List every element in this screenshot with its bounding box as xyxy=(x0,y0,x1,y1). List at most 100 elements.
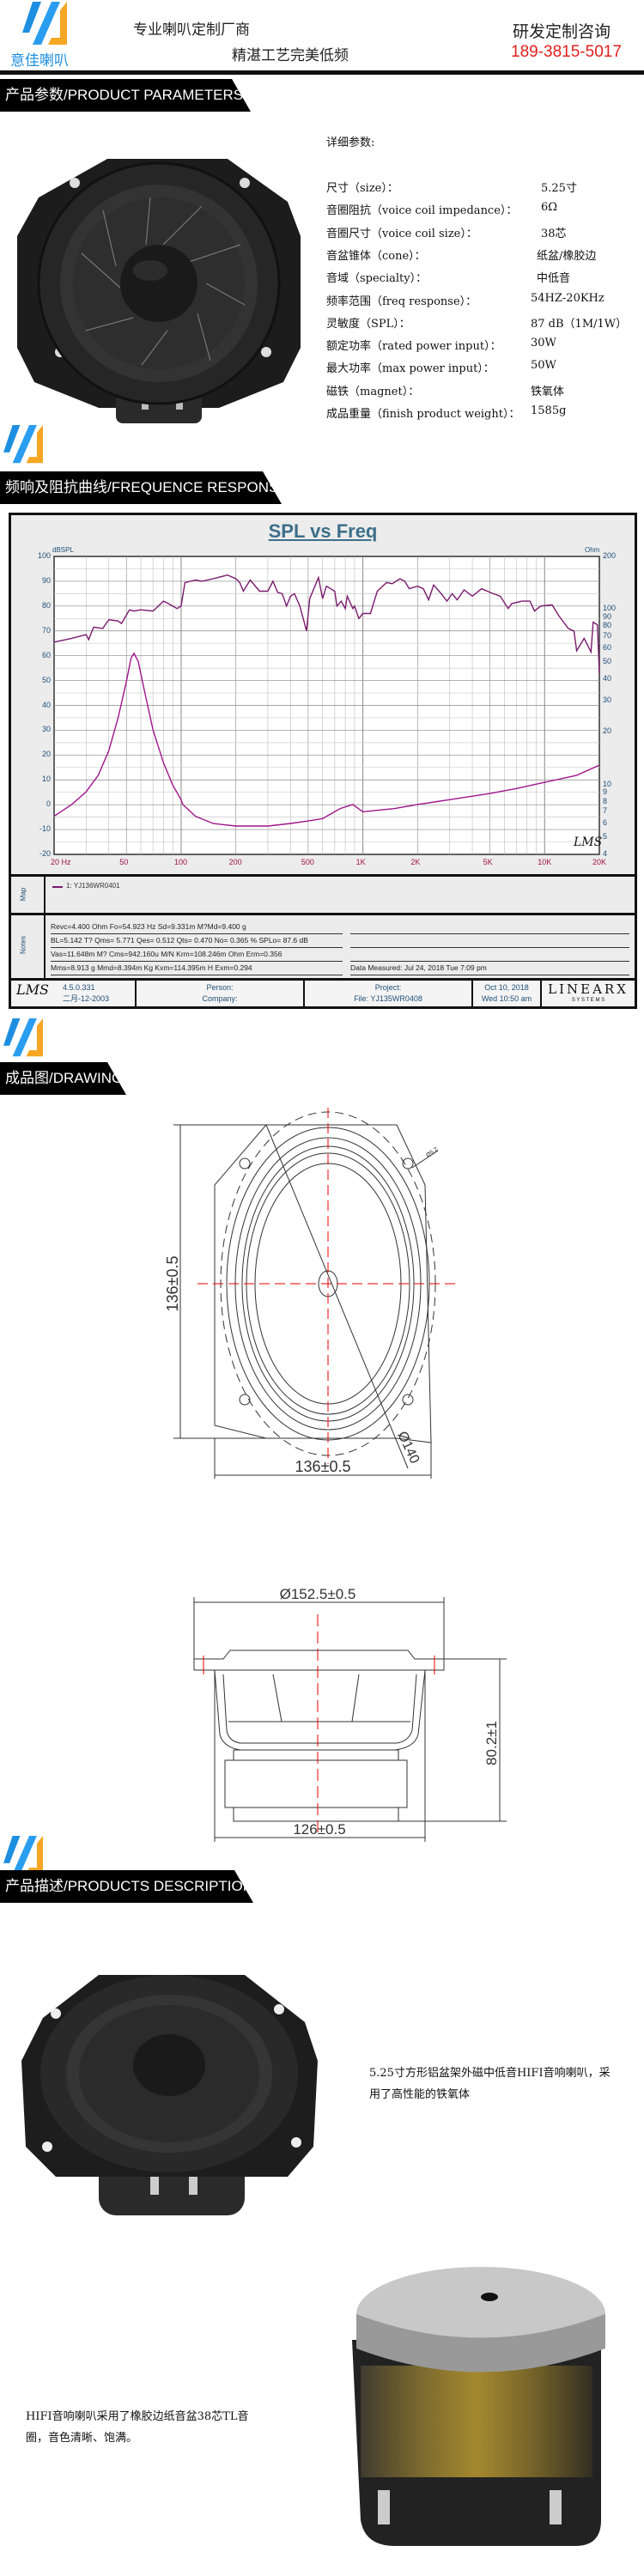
chart-title: SPL vs Freq xyxy=(268,520,378,542)
section-drawing: 成品图/DRAWING xyxy=(0,1062,126,1095)
front-height-dimension: 136±0.5 xyxy=(164,1256,181,1312)
project: Project: xyxy=(374,983,402,992)
y-tick-label: 10 xyxy=(41,775,51,784)
param-label: 灵敏度（SPL）： xyxy=(326,317,410,331)
phone-number[interactable]: 189-3815-5017 xyxy=(511,43,622,61)
y-tick-label: 90 xyxy=(41,575,51,585)
map-label: Map xyxy=(19,887,27,902)
y-tick-label: 60 xyxy=(41,650,51,659)
param-value: 50W xyxy=(531,359,556,373)
notes-panel: Notes Revc=4.400 Ohm Fo=54.923 Hz Sd=9.3… xyxy=(11,915,635,981)
note-blank xyxy=(350,934,629,948)
side-base-dimension: 126±0.5 xyxy=(293,1821,345,1838)
y-right-tick-label: 70 xyxy=(603,631,612,641)
brand: LINEARX xyxy=(548,981,629,997)
param-label: 磁铁（magnet）： xyxy=(326,385,420,398)
spl-chart: SPL vs Freq dBSPL Ohm LMS 20 Hz 50 100 200 5… xyxy=(9,513,637,1009)
description-text-1: 5.25寸方形铝盆架外磁中低音HIFI音响喇叭，采 用了高性能的铁氧体 xyxy=(369,2063,640,2105)
front-drawing: 136±0.5 136±0.5 Ø140 Ø5.2 xyxy=(164,1108,455,1479)
y-right-tick-label: 8 xyxy=(603,796,608,805)
notes-label: Notes xyxy=(19,936,27,954)
description-line: 圈，音色清晰、饱满。 xyxy=(26,2432,138,2445)
contact-title: 研发定制咨询 xyxy=(513,22,611,41)
params-heading: 详细参数: xyxy=(326,137,375,149)
side-drawing: Ø152.5±0.5 80.2±1 126±0.5 xyxy=(193,1586,507,1842)
x-tick-label: 500 xyxy=(301,858,314,866)
file: File: YJ135WR0408 xyxy=(354,994,422,1003)
param-label: 频率范围（freq response）： xyxy=(326,295,477,308)
logo-mark-icon xyxy=(3,425,43,464)
product-photo-side xyxy=(343,2263,610,2555)
legend-entry: 1: YJ136WR0401 xyxy=(66,882,120,890)
slogan-1: 专业喇叭定制厂商 xyxy=(133,21,250,39)
lms-watermark: LMS xyxy=(573,835,602,849)
diameter-dimension: Ø140 xyxy=(394,1430,422,1467)
notes-divider xyxy=(44,915,46,978)
y-right-tick-label: 10 xyxy=(603,779,612,788)
y-tick-label: 70 xyxy=(41,625,51,635)
date: Oct 10, 2018 xyxy=(484,983,529,992)
product-photo-angled xyxy=(21,1975,322,2220)
footer-person: Person: Company: xyxy=(137,981,305,1006)
legend-swatch xyxy=(52,886,63,888)
note-line: Mms=8.913 g Mmd=8.394m Kg Kxm=114.395m H… xyxy=(51,962,343,975)
map-panel: Map 1: YJ136WR0401 xyxy=(11,874,635,915)
plot-area: LMS xyxy=(53,556,602,855)
front-width-dimension: 136±0.5 xyxy=(295,1458,351,1475)
note-blank xyxy=(350,948,629,962)
y-tick-label: 50 xyxy=(41,675,51,684)
y-right-tick-label: 80 xyxy=(603,621,612,630)
y-right-tick-label: 4 xyxy=(603,849,608,858)
x-tick-label: 1K xyxy=(355,858,366,866)
brand-sub: S Y S T E M S xyxy=(571,998,605,1003)
description-line: HIFI音响喇叭采用了橡胶边纸音盆38芯TL音 xyxy=(26,2410,249,2423)
section-frequency: 频响及阻抗曲线/FREQUENCE RESPONSE xyxy=(0,471,282,504)
section-parameters: 产品参数/PRODUCT PARAMETERS xyxy=(0,79,251,112)
footer-project: Project: File: YJ135WR0408 xyxy=(305,981,473,1006)
header-divider xyxy=(0,70,644,75)
person: Person: xyxy=(206,983,234,992)
logo-mark-icon xyxy=(3,1836,43,1874)
x-tick-label: 50 xyxy=(119,858,129,866)
y-tick-label: 20 xyxy=(41,750,51,759)
brand-name: 意佳喇叭 xyxy=(10,52,69,70)
version-date: 二月-12-2003 xyxy=(63,994,110,1003)
y-right-tick-label: 90 xyxy=(603,611,612,621)
param-label: 最大功率（max power input）： xyxy=(326,362,495,376)
param-value: 54HZ-20KHz xyxy=(531,291,605,305)
y-right-tick-label: 40 xyxy=(603,673,612,683)
x-tick-label: 10K xyxy=(538,858,552,866)
param-value: 87 dB（1M/1W） xyxy=(531,317,628,331)
param-label: 音圈尺寸（voice coil size）： xyxy=(326,227,477,240)
param-value: 30W xyxy=(531,337,556,350)
y-right-tick-label: 50 xyxy=(603,656,612,665)
y-right-tick-label: 100 xyxy=(603,604,617,613)
linearx-logo: LINEARX S Y S T E M S xyxy=(542,981,635,1006)
x-tick-label: 20K xyxy=(592,858,607,866)
y-tick-label: 100 xyxy=(37,551,51,560)
lms-logo: LMS xyxy=(16,981,49,998)
description-text-2: HIFI音响喇叭采用了橡胶边纸音盆38芯TL音 圈，音色清晰、饱满。 xyxy=(26,2406,318,2449)
impedance-series-line xyxy=(53,652,600,827)
section-description: 产品描述/PRODUCTS DESCRIPTION xyxy=(0,1870,253,1903)
y-right-tick-label: 5 xyxy=(603,832,608,841)
param-value: 1585g xyxy=(531,404,567,417)
y-right-tick-label: 6 xyxy=(603,818,608,828)
data-measured: Data Measured: Jul 24, 2018 Tue 7:09 pm xyxy=(350,962,629,975)
product-photo-front xyxy=(13,159,305,425)
footer-version: LMS 4.5.0.331 二月-12-2003 xyxy=(11,981,137,1006)
x-tick-label: 100 xyxy=(173,858,187,866)
version: 4.5.0.331 xyxy=(63,983,95,992)
company: Company: xyxy=(202,994,238,1003)
param-label: 音盆锥体（cone）： xyxy=(326,249,426,263)
x-tick-label: 2K xyxy=(410,858,421,866)
time: Wed 10:50 am xyxy=(481,994,532,1003)
y-right-tick-label: 9 xyxy=(603,787,608,797)
y-tick-label: -10 xyxy=(39,824,51,834)
param-value: 6Ω xyxy=(541,201,558,215)
note-line: BL=5.142 T? Qms= 5.771 Qes= 0.512 Qts= 0… xyxy=(51,934,343,948)
side-height-dimension: 80.2±1 xyxy=(483,1721,500,1765)
param-value: 中低音 xyxy=(537,272,571,286)
logo-mark-icon xyxy=(3,1018,43,1057)
param-value: 38芯 xyxy=(541,227,567,240)
